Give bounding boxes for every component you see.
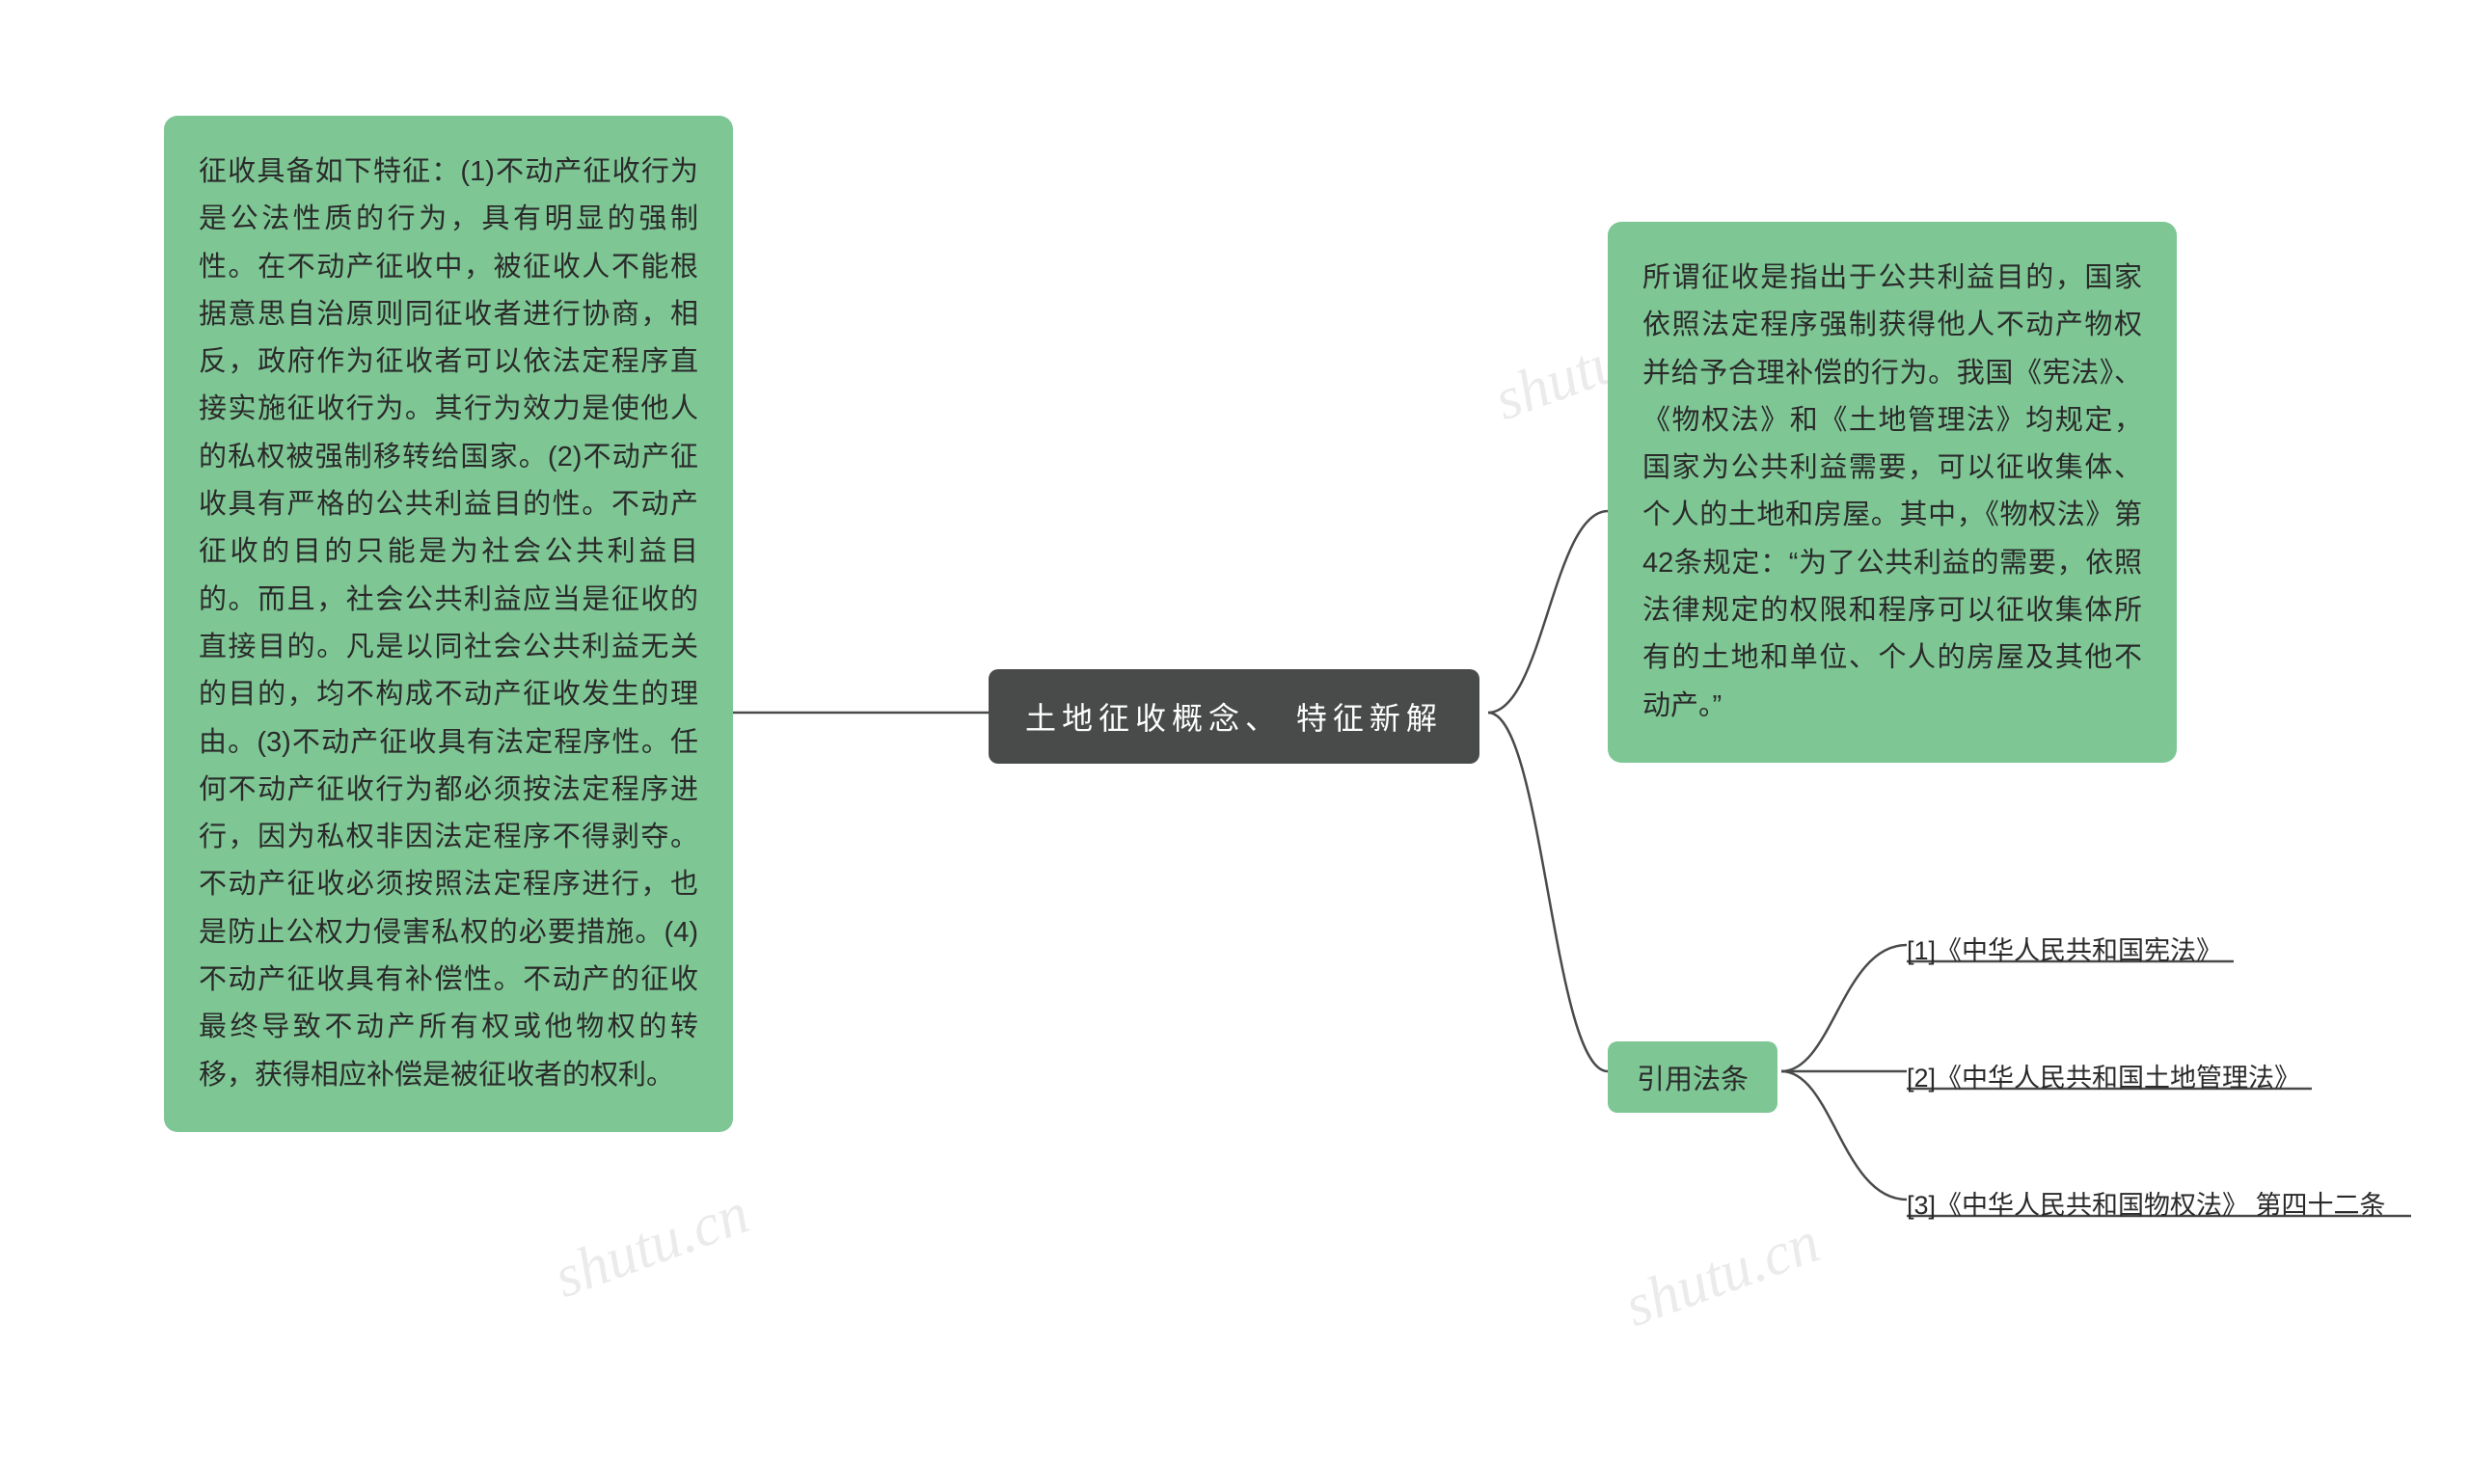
watermark: shutu.cn	[546, 1179, 758, 1312]
citation-item: [2]《中华人民共和国土地管理法》	[1907, 1057, 2300, 1094]
citation-section: 引用法条	[1608, 1041, 1777, 1113]
mindmap-canvas: shutu.cn shutu.cn shutu.cn shutu.cn 征收具备…	[0, 0, 2469, 1484]
center-topic: 土地征收概念、 特征新解	[989, 669, 1479, 764]
citation-item: [1]《中华人民共和国宪法》	[1907, 930, 2222, 967]
citation-item: [3]《中华人民共和国物权法》 第四十二条	[1907, 1184, 2386, 1222]
watermark: shutu.cn	[1616, 1208, 1829, 1341]
right-definition-block: 所谓征收是指出于公共利益目的，国家依照法定程序强制获得他人不动产物权并给予合理补…	[1608, 222, 2177, 763]
left-characteristics-block: 征收具备如下特征：(1)不动产征收行为是公法性质的行为，具有明显的强制性。在不动…	[164, 116, 733, 1132]
